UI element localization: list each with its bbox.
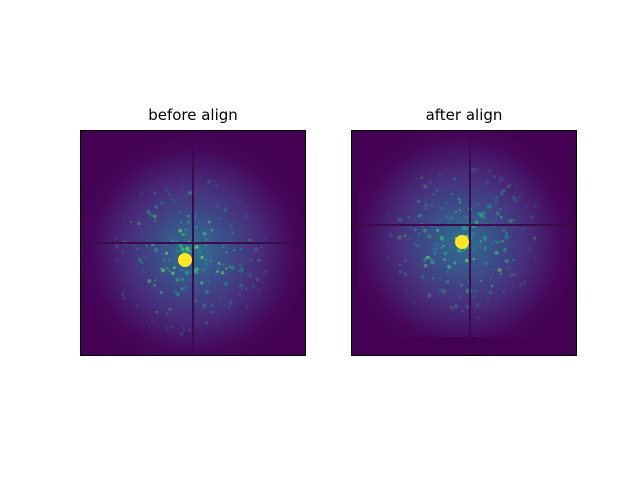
panel-title-after: after align	[425, 106, 503, 124]
panel-before-align	[80, 130, 306, 356]
diffraction-image-before	[81, 131, 305, 355]
panel-after-align	[351, 130, 577, 356]
panel-title-before: before align	[148, 106, 238, 124]
diffraction-image-after	[352, 131, 576, 355]
